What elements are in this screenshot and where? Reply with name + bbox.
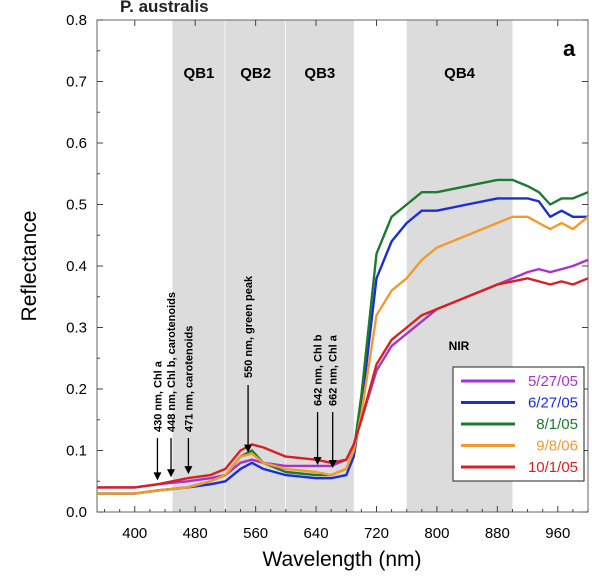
y-tick-label: 0.1 [66,443,87,460]
annotations: 430 nm, Chl a 448 nm, Chl b, carotenoids 4… [152,275,340,481]
band-shading: QB1 QB2 QB3 QB4 [172,20,513,512]
nir-label: NIR [449,339,470,353]
axis-ticks: 400 480 560 640 720 800 880 960 0.0 0.1 0.2 0.3 0.4 0… [66,12,589,542]
y-tick-label: 0.8 [66,12,87,29]
y-tick-label: 0.5 [66,197,87,214]
legend-label: 5/27/05 [528,373,578,390]
x-tick-label: 400 [122,525,147,542]
band-label-qb3: QB3 [304,65,335,82]
band-label-qb4: QB4 [444,65,476,82]
x-axis-label: Wavelength (nm) [262,548,421,571]
x-tick-label: 960 [545,525,570,542]
y-tick-label: 0.7 [66,74,87,91]
band-qb2 [225,20,286,512]
annotation-arrow-head [167,469,176,478]
legend-label: 10/1/05 [528,459,578,476]
y-axis-label: Reflectance [18,211,41,322]
x-tick-label: 480 [183,525,208,542]
x-tick-label: 880 [485,525,510,542]
annotation-arrow-head [244,444,253,453]
band-label-qb1: QB1 [184,65,215,82]
legend-label: 6/27/05 [528,395,578,412]
y-tick-label: 0.2 [66,381,87,398]
y-tick-label: 0.6 [66,135,87,152]
top-text: P. australis [120,0,209,16]
legend: 5/27/05 6/27/05 8/1/05 9/8/06 10/1/05 [452,366,585,482]
annotation-arrow-head [184,466,193,475]
series-lines [97,178,589,495]
x-tick-label: 720 [364,525,389,542]
annotation-label: 471 nm, carotenoids [183,326,195,432]
legend-label: 9/8/06 [536,438,578,455]
annotation-label: 430 nm, Chl a [152,360,164,432]
annotation-label: 642 nm, Chl b [313,334,325,406]
annotation-label: 550 nm, green peak [243,275,255,378]
band-label-qb2: QB2 [240,65,271,82]
annotation-label: 662 nm, Chl a [328,334,340,406]
x-tick-label: 560 [243,525,268,542]
annotation-arrow-head [153,472,162,481]
panel-label: a [563,36,576,61]
series-line-10-1-05 [97,277,589,489]
x-tick-label: 800 [424,525,449,542]
legend-label: 8/1/05 [536,416,578,433]
series-line-9-8-06 [97,215,589,495]
y-tick-label: 0.0 [66,504,87,521]
x-tick-label: 640 [304,525,329,542]
band-qb1 [172,20,226,512]
annotation-arrow-head [313,456,322,465]
y-tick-label: 0.4 [66,258,87,275]
annotation-arrow-head [328,460,337,469]
annotation-label: 448 nm, Chl b, carotenoids [166,292,178,432]
band-qb3 [285,20,354,512]
y-tick-label: 0.3 [66,320,87,337]
